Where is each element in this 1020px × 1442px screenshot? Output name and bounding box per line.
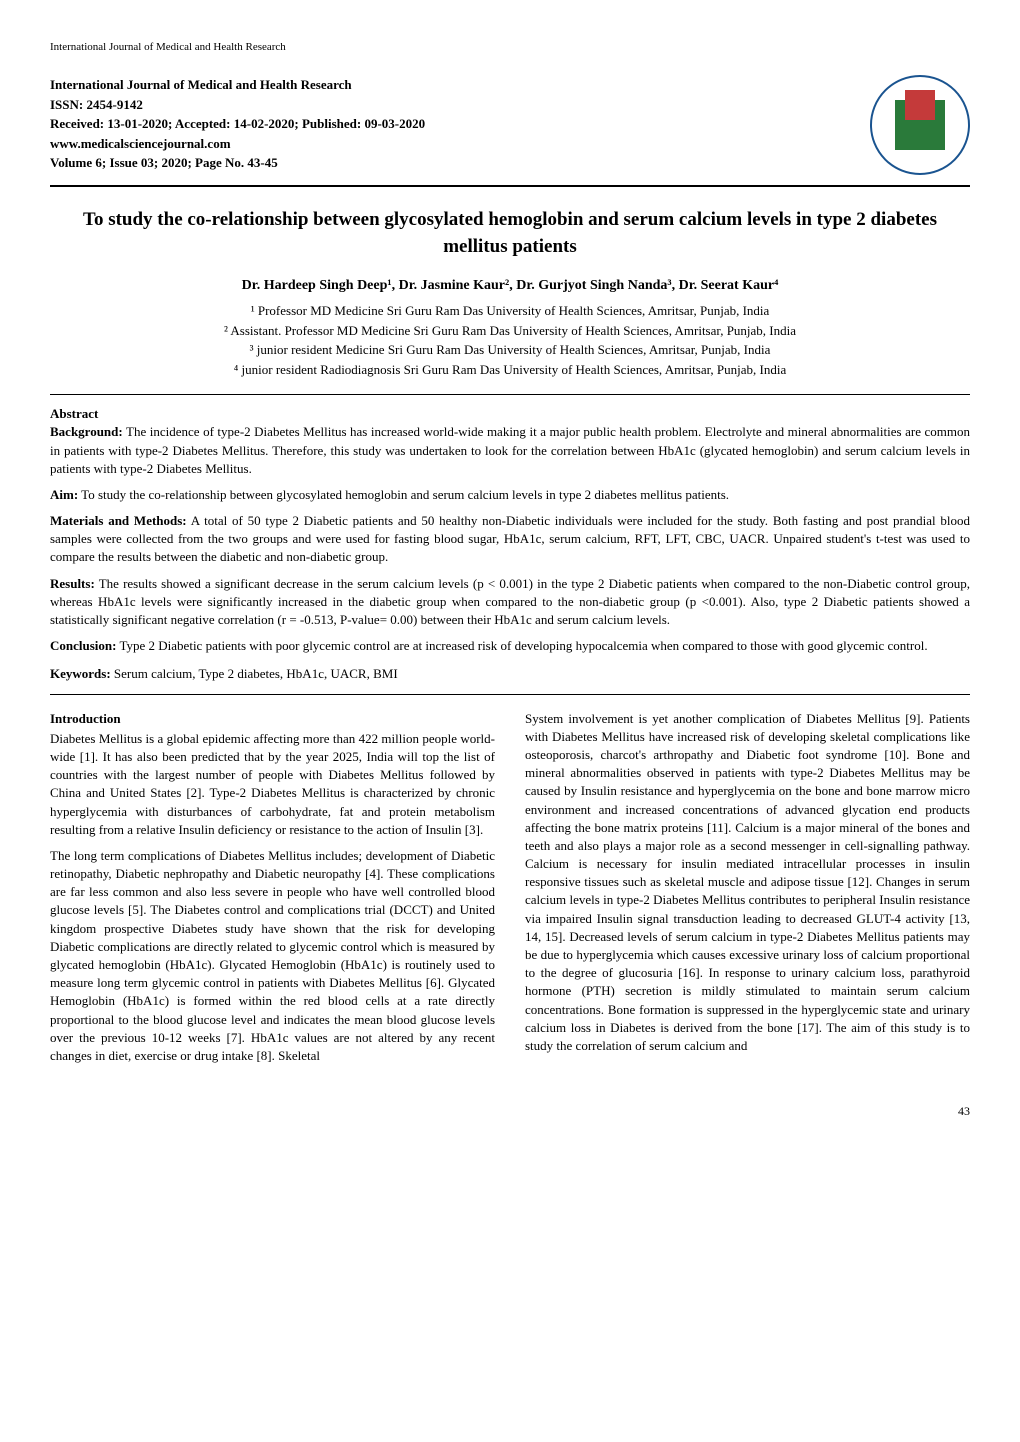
abstract-results: Results: The results showed a significan… [50, 575, 970, 630]
results-label: Results: [50, 576, 95, 591]
conclusion-label: Conclusion: [50, 638, 116, 653]
background-label: Background: [50, 424, 123, 439]
journal-name: International Journal of Medical and Hea… [50, 75, 425, 95]
journal-logo-icon [870, 75, 970, 175]
affiliations: ¹ Professor MD Medicine Sri Guru Ram Das… [50, 301, 970, 379]
aim-label: Aim: [50, 487, 78, 502]
body-columns: Introduction Diabetes Mellitus is a glob… [50, 710, 970, 1074]
header-divider [50, 185, 970, 187]
header-block: International Journal of Medical and Hea… [50, 75, 970, 175]
intro-para-2: The long term complications of Diabetes … [50, 847, 495, 1065]
conclusion-text: Type 2 Diabetic patients with poor glyce… [116, 638, 927, 653]
running-header: International Journal of Medical and Hea… [50, 40, 970, 55]
column-left: Introduction Diabetes Mellitus is a glob… [50, 710, 495, 1074]
results-text: The results showed a significant decreas… [50, 576, 970, 627]
journal-url: www.medicalsciencejournal.com [50, 134, 425, 154]
intro-para-1: Diabetes Mellitus is a global epidemic a… [50, 730, 495, 839]
abstract-heading: Abstract [50, 405, 970, 423]
abstract-background: Background: The incidence of type-2 Diab… [50, 423, 970, 478]
paper-title: To study the co-relationship between gly… [50, 207, 970, 260]
journal-info: International Journal of Medical and Hea… [50, 75, 425, 173]
column-right: System involvement is yet another compli… [525, 710, 970, 1074]
intro-para-3: System involvement is yet another compli… [525, 710, 970, 1056]
journal-dates: Received: 13-01-2020; Accepted: 14-02-20… [50, 114, 425, 134]
affiliation-1: ¹ Professor MD Medicine Sri Guru Ram Das… [50, 301, 970, 321]
aim-text: To study the co-relationship between gly… [78, 487, 729, 502]
introduction-heading: Introduction [50, 710, 495, 728]
methods-label: Materials and Methods: [50, 513, 187, 528]
abstract-conclusion: Conclusion: Type 2 Diabetic patients wit… [50, 637, 970, 655]
background-text: The incidence of type-2 Diabetes Mellitu… [50, 424, 970, 475]
journal-issn: ISSN: 2454-9142 [50, 95, 425, 115]
keywords-label: Keywords: [50, 666, 111, 681]
affiliation-4: ⁴ junior resident Radiodiagnosis Sri Gur… [50, 360, 970, 380]
abstract-methods: Materials and Methods: A total of 50 typ… [50, 512, 970, 567]
affiliation-2: ² Assistant. Professor MD Medicine Sri G… [50, 321, 970, 341]
page-number: 43 [50, 1103, 970, 1120]
keywords-line: Keywords: Serum calcium, Type 2 diabetes… [50, 665, 970, 683]
abstract-aim: Aim: To study the co-relationship betwee… [50, 486, 970, 504]
keywords-text: Serum calcium, Type 2 diabetes, HbA1c, U… [111, 666, 398, 681]
abstract-bottom-divider [50, 694, 970, 695]
affiliation-3: ³ junior resident Medicine Sri Guru Ram … [50, 340, 970, 360]
journal-volume: Volume 6; Issue 03; 2020; Page No. 43-45 [50, 153, 425, 173]
methods-text: A total of 50 type 2 Diabetic patients a… [50, 513, 970, 564]
abstract-section: Abstract Background: The incidence of ty… [50, 405, 970, 655]
authors-line: Dr. Hardeep Singh Deep¹, Dr. Jasmine Kau… [50, 276, 970, 296]
abstract-top-divider [50, 394, 970, 395]
